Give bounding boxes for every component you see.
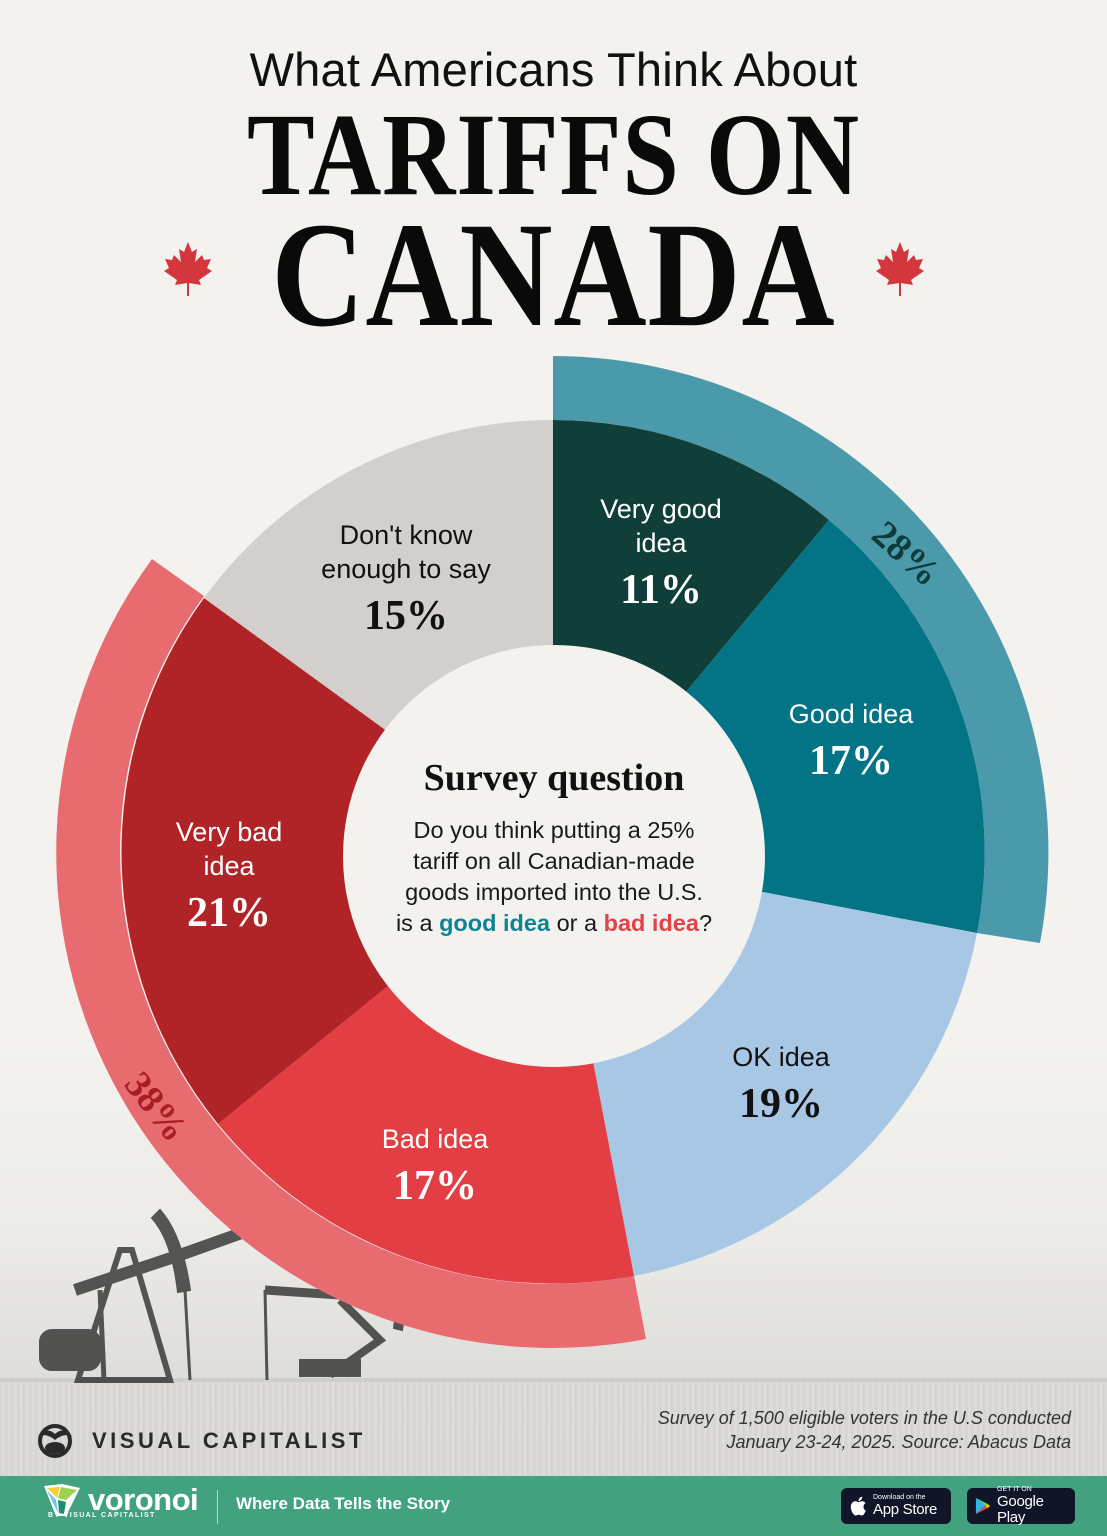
- segment-value: 19%: [739, 1081, 823, 1127]
- survey-line: or a: [550, 910, 604, 936]
- segment-label-very-bad: Very bad idea 21%: [176, 815, 283, 939]
- segment-name: Very bad: [175, 817, 283, 847]
- good-group-ring: [553, 356, 1049, 943]
- segment-label-dont-know: Don't know enough to say 15%: [321, 518, 491, 642]
- segment-name: Don't know: [339, 520, 473, 550]
- segment-value: 15%: [363, 593, 448, 639]
- segment-label-good: Good idea 17%: [789, 697, 914, 787]
- good-idea-highlight: good idea: [439, 910, 551, 936]
- voronoi-byline: BY VISUAL CAPITALIST: [48, 1512, 156, 1519]
- segment-name: enough to say: [321, 554, 491, 584]
- maple-leaf-icon: [876, 242, 924, 296]
- visual-capitalist-icon: [38, 1424, 72, 1458]
- segment-name: idea: [203, 851, 255, 881]
- source-line: January 23-24, 2025. Source: Abacus Data: [726, 1432, 1071, 1452]
- apple-icon: [850, 1496, 866, 1516]
- survey-line: tariff on all Canadian-made: [413, 848, 695, 874]
- survey-question-text: Do you think putting a 25% tariff on all…: [343, 815, 765, 939]
- donut-hole: [343, 645, 765, 1067]
- segment-name: Good idea: [788, 699, 914, 729]
- segment-name: idea: [635, 528, 687, 558]
- bad-idea-highlight: bad idea: [603, 910, 699, 936]
- grass-field: [0, 1382, 1107, 1476]
- google-play-big-text: Google Play: [997, 1493, 1044, 1526]
- voronoi-icon: [44, 1484, 80, 1516]
- segment-label-very-good: Very good idea 11%: [600, 492, 722, 616]
- voronoi-logo[interactable]: voronoi: [42, 1482, 199, 1518]
- source-note: Survey of 1,500 eligible voters in the U…: [658, 1406, 1071, 1454]
- survey-line: goods imported into the U.S.: [405, 879, 703, 905]
- segment-name: Very good: [600, 494, 722, 524]
- segment-name: Bad idea: [381, 1124, 489, 1154]
- survey-line: is a: [395, 910, 440, 936]
- bad-group-ring: [56, 559, 647, 1348]
- maple-leaf-icon: [164, 242, 212, 296]
- google-play-small-text: GET IT ON: [997, 1486, 1032, 1493]
- survey-question-title: Survey question: [423, 757, 685, 799]
- segment-value: 17%: [808, 738, 893, 784]
- segment-label-bad: Bad idea 17%: [382, 1122, 489, 1212]
- chart-subtitle: What Americans Think About: [249, 43, 858, 96]
- segment-label-ok: OK idea 19%: [732, 1040, 830, 1130]
- google-play-icon: [975, 1497, 991, 1515]
- horizon-line: [0, 1378, 1107, 1382]
- segment-value: 17%: [393, 1163, 477, 1209]
- survey-line: Do you think putting a 25%: [413, 817, 695, 843]
- app-store-big-text: App Store: [873, 1501, 938, 1518]
- tagline: Where Data Tells the Story: [236, 1494, 451, 1513]
- segment-name: OK idea: [732, 1042, 830, 1072]
- visual-capitalist-wordmark: VISUAL CAPITALIST: [92, 1428, 366, 1453]
- segment-value: 11%: [620, 567, 702, 613]
- app-store-button[interactable]: Download on the App Store: [841, 1488, 951, 1524]
- voronoi-wordmark: voronoi: [88, 1482, 199, 1517]
- google-play-button[interactable]: GET IT ON Google Play: [967, 1486, 1075, 1526]
- chart-title-line2: CANADA: [271, 192, 836, 358]
- segment-very-bad[interactable]: [121, 598, 554, 1124]
- app-store-small-text: Download on the: [873, 1494, 926, 1501]
- chart-title-line1: TARIFFS ON: [247, 89, 860, 220]
- survey-line: ?: [698, 910, 713, 936]
- segment-value: 21%: [186, 890, 271, 936]
- source-line: Survey of 1,500 eligible voters in the U…: [657, 1408, 1071, 1428]
- visual-capitalist-logo[interactable]: VISUAL CAPITALIST: [32, 1424, 366, 1458]
- footer-bar: voronoi BY VISUAL CAPITALIST Where Data …: [0, 1476, 1107, 1536]
- footer-divider: [217, 1490, 218, 1524]
